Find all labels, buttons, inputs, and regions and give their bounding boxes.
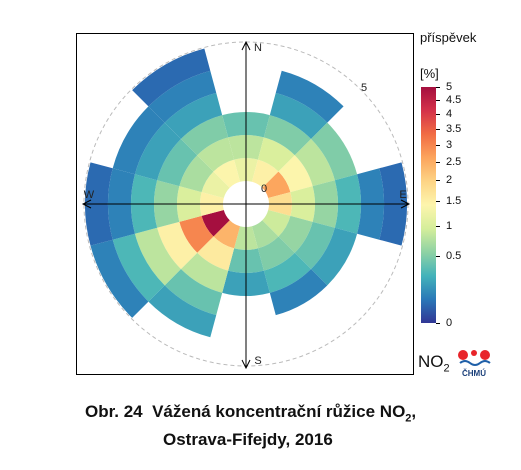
chmu-logo-icon: ČHMÚ	[458, 350, 491, 378]
caption-title: Vážená koncentrační růžice NO	[152, 402, 406, 421]
color-scale-tick-mark	[436, 129, 440, 131]
rose-cell-120-1	[278, 215, 313, 253]
color-scale-tick-mark	[436, 180, 440, 182]
radial-label-outer: 5	[361, 82, 367, 94]
color-scale-tick-label: 3	[446, 138, 453, 151]
rose-cell-210-2	[180, 252, 229, 293]
rose-cell-300-0	[201, 171, 230, 199]
caption-title-sub: 2	[405, 412, 412, 425]
compass-label-east: E	[399, 189, 406, 201]
color-scale-tick-mark	[436, 256, 440, 258]
caption-number: Obr. 24	[85, 402, 143, 421]
color-scale-tick-label: 4	[446, 108, 453, 121]
color-scale-tick-mark	[436, 144, 440, 146]
pollutant-main: NO	[418, 352, 444, 371]
color-scale-tick-mark	[436, 323, 440, 324]
plot-area: N S E W 0 5	[76, 33, 414, 375]
rose-cell-210-3	[164, 269, 223, 316]
north-arrow-icon	[241, 40, 251, 51]
rose-cell-30-0	[251, 159, 279, 188]
rose-cell-330-0	[213, 159, 241, 188]
rose-cell-240-3	[134, 227, 181, 286]
rose-cell-120-0	[262, 209, 291, 237]
color-scale-tick-mark	[436, 100, 440, 102]
color-scale-tick-label: 0	[446, 317, 453, 329]
rose-cell-330-2	[180, 115, 229, 156]
rose-cell-240-2	[157, 221, 198, 270]
rose-cell-300-4	[112, 106, 165, 175]
rose-cell-330-4	[148, 70, 217, 123]
rose-cell-120-3	[311, 227, 358, 286]
pollutant-label: NO2	[418, 352, 450, 374]
rose-cell-30-3	[269, 92, 328, 139]
rose-cell-210-0	[213, 220, 241, 249]
rose-cell-240-5	[90, 239, 149, 318]
logo-text: ČHMÚ	[462, 369, 486, 378]
rose-cell-240-0	[201, 209, 230, 237]
rose-cell-330-5	[132, 48, 211, 107]
rose-cell-300-3	[134, 122, 181, 181]
legend-title: příspěvek	[420, 30, 477, 45]
legend-unit: [%]	[420, 66, 439, 81]
color-scale-tick-mark	[436, 201, 440, 203]
rose-cell-240-4	[112, 233, 165, 302]
rose-cell-150-1	[257, 236, 295, 271]
color-scale-bar	[421, 87, 436, 323]
pollutant-sub: 2	[443, 362, 450, 375]
rose-cell-210-4	[148, 285, 217, 338]
color-scale-tick-label: 2	[446, 174, 453, 187]
color-scale-tick-label: 1.5	[446, 195, 462, 208]
figure-caption: Obr. 24 Vážená koncentrační růžice NO2, …	[85, 401, 416, 450]
caption-title-end: ,	[411, 402, 417, 421]
rose-cell-120-2	[294, 221, 335, 270]
color-scale-tick-label: 1	[446, 219, 453, 232]
south-arrow-icon	[241, 359, 251, 370]
color-scale-tick-label: 5	[446, 81, 453, 93]
color-scale-tick-label: 0.5	[446, 250, 462, 263]
rose-cell-60-2	[294, 138, 335, 187]
rose-cell-150-3	[269, 269, 328, 316]
color-scale-tick-label: 2.5	[446, 155, 462, 168]
compass-label-north: N	[254, 42, 262, 54]
color-scale-tick-mark	[436, 161, 440, 163]
rose-cell-60-3	[311, 122, 358, 181]
compass-label-west: W	[84, 189, 95, 201]
color-scale-tick-mark	[436, 225, 440, 227]
color-scale-tick-label: 3.5	[446, 123, 462, 136]
color-scale-tick-mark	[436, 114, 440, 116]
color-scale-tick-mark	[436, 87, 440, 88]
rose-cell-30-1	[257, 137, 295, 172]
rose-cell-240-1	[179, 215, 214, 253]
rose-cell-150-2	[263, 252, 312, 293]
rose-cell-150-0	[251, 220, 279, 249]
west-arrow-icon	[81, 199, 92, 209]
caption-location: Ostrava-Fifejdy, 2016	[163, 430, 333, 450]
rose-cell-30-4	[275, 70, 344, 123]
radial-label-inner: 0	[261, 183, 267, 195]
color-scale-tick-label: 4.5	[446, 94, 462, 107]
polar-rose-chart: N S E W 0 5	[81, 40, 411, 370]
rose-cell-60-0	[262, 171, 291, 199]
rose-cell-60-1	[278, 155, 313, 193]
rose-cell-330-1	[197, 137, 235, 172]
compass-label-south: S	[254, 355, 261, 367]
rose-cell-300-2	[157, 138, 198, 187]
rose-cell-30-2	[263, 115, 312, 156]
east-arrow-icon	[400, 199, 411, 209]
rose-cell-300-1	[179, 155, 214, 193]
rose-cell-210-1	[197, 236, 235, 271]
rose-cell-330-3	[164, 92, 223, 139]
